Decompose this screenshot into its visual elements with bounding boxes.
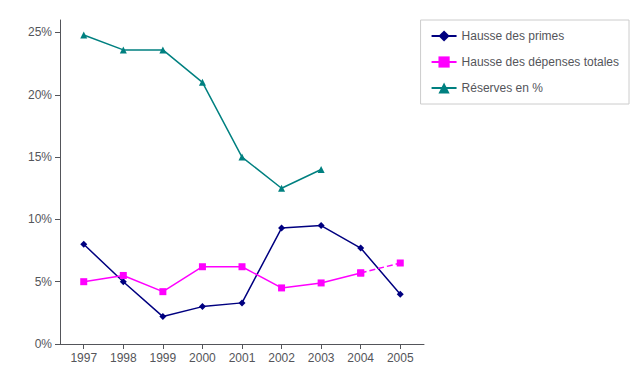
svg-text:2004: 2004: [347, 351, 374, 365]
svg-text:1997: 1997: [70, 351, 97, 365]
svg-text:Hausse des dépenses totales: Hausse des dépenses totales: [462, 55, 619, 69]
svg-text:10%: 10%: [28, 212, 52, 226]
svg-text:15%: 15%: [28, 150, 52, 164]
svg-text:Réserves en %: Réserves en %: [462, 81, 544, 95]
svg-text:2005: 2005: [387, 351, 414, 365]
svg-text:5%: 5%: [35, 275, 53, 289]
svg-text:1999: 1999: [150, 351, 177, 365]
svg-text:2003: 2003: [308, 351, 335, 365]
svg-text:25%: 25%: [28, 25, 52, 39]
svg-text:Hausse des primes: Hausse des primes: [462, 29, 565, 43]
svg-text:2001: 2001: [229, 351, 256, 365]
svg-text:2002: 2002: [268, 351, 295, 365]
svg-text:0%: 0%: [35, 337, 53, 351]
svg-text:20%: 20%: [28, 88, 52, 102]
svg-text:2000: 2000: [189, 351, 216, 365]
svg-text:1998: 1998: [110, 351, 137, 365]
